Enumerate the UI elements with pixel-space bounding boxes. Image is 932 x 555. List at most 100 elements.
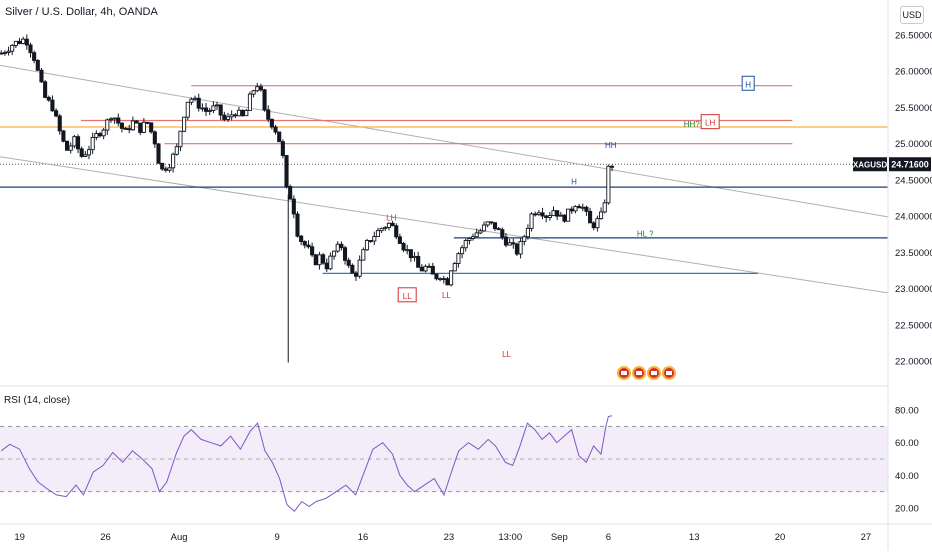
candle-body-up: [236, 109, 242, 117]
candle: [416, 251, 421, 268]
candle: [463, 238, 468, 252]
price-tick-label: 26.50000: [895, 31, 932, 42]
candle-body-up: [185, 101, 190, 118]
candle: [295, 211, 300, 238]
candle: [13, 40, 18, 48]
candle-body-down: [555, 210, 560, 217]
pattern-label-text: LH: [386, 214, 396, 223]
price-tick-label: 24.00000: [895, 212, 932, 223]
candle: [262, 88, 267, 112]
candle: [368, 240, 373, 243]
candle-body-down: [562, 214, 567, 222]
rsi-tick-label: 20.00: [895, 504, 919, 515]
time-tick-label: 16: [358, 532, 369, 543]
candle: [284, 154, 289, 189]
candle-body-up: [255, 86, 260, 92]
candle-body-down: [503, 236, 509, 246]
candle: [145, 121, 150, 125]
candle: [588, 207, 593, 224]
candle: [591, 221, 596, 231]
time-tick-label: Sep: [551, 532, 568, 543]
candle-body-down: [57, 115, 62, 132]
candle: [90, 132, 95, 155]
candle: [229, 110, 234, 121]
candle-body-up: [522, 236, 527, 242]
candle: [317, 251, 322, 270]
candle-body-up: [463, 240, 468, 249]
candle: [357, 255, 362, 279]
candle: [595, 215, 600, 232]
candle-body-up: [332, 250, 337, 257]
candle: [160, 162, 165, 171]
candle-body-down: [441, 278, 446, 281]
candle: [580, 203, 585, 212]
candle: [529, 212, 534, 232]
candle: [225, 112, 231, 123]
candle: [200, 103, 205, 112]
economic-event-badge[interactable]: [617, 366, 631, 380]
rsi-tick-label: 60.00: [895, 438, 919, 449]
candle-body-up: [595, 218, 600, 229]
rsi-indicator-title[interactable]: RSI (14, close): [4, 395, 71, 406]
candle-body-down: [434, 273, 439, 280]
candle: [266, 105, 271, 123]
candle-body-down: [152, 131, 157, 145]
candle: [43, 80, 48, 99]
candle: [119, 122, 124, 133]
candle: [203, 103, 209, 116]
candle: [430, 262, 435, 275]
candle: [156, 143, 161, 164]
candle: [24, 34, 29, 50]
candle-body-down: [138, 122, 143, 133]
economic-event-badge[interactable]: [662, 366, 676, 380]
candle-body-down: [397, 236, 402, 244]
candle-body-up: [375, 230, 381, 238]
candle-body-down: [500, 229, 505, 238]
candle-body-up: [178, 130, 183, 148]
candle-body-down: [116, 117, 121, 124]
last-price-badges: XAGUSD 24.71600: [853, 157, 931, 172]
candle-body-down: [394, 225, 399, 238]
candle: [452, 261, 457, 272]
candle: [342, 245, 348, 265]
candle-body-down: [0, 52, 4, 55]
candle: [306, 240, 311, 249]
economic-event-badge[interactable]: [647, 366, 661, 380]
candle-body-down: [240, 109, 245, 117]
candle: [489, 221, 494, 225]
candle-body-up: [551, 210, 556, 217]
candle-body-down: [445, 278, 450, 286]
candle: [185, 101, 190, 121]
flag-stripe-icon: [636, 371, 642, 375]
candle-body-up: [478, 230, 483, 234]
candle: [46, 95, 51, 102]
candle: [577, 203, 582, 209]
candle: [525, 224, 530, 240]
candle: [584, 205, 589, 216]
currency-button[interactable]: USD: [900, 6, 924, 24]
candle-body-up: [167, 167, 172, 171]
rsi-band-group: [0, 425, 888, 493]
pattern-label: H: [741, 75, 755, 91]
chart-title[interactable]: Silver / U.S. Dollar, 4h, OANDA: [5, 6, 158, 18]
candle-body-up: [481, 224, 487, 232]
candle-body-up: [452, 263, 457, 272]
candle-body-up: [438, 278, 443, 281]
candle: [28, 42, 33, 58]
candle: [32, 50, 37, 64]
candle-body-up: [602, 202, 607, 213]
candle: [57, 113, 62, 135]
candle-body-up: [6, 50, 11, 53]
candle: [602, 199, 607, 214]
candle: [438, 277, 443, 282]
price-tick-label: 22.00000: [895, 357, 932, 368]
economic-event-badge[interactable]: [632, 366, 646, 380]
candle-body-up: [10, 45, 15, 52]
candle-body-down: [496, 228, 501, 231]
time-tick-label: Aug: [171, 532, 188, 543]
candle: [10, 44, 15, 56]
candle: [492, 222, 498, 231]
candle: [408, 249, 413, 262]
candle: [214, 101, 220, 111]
